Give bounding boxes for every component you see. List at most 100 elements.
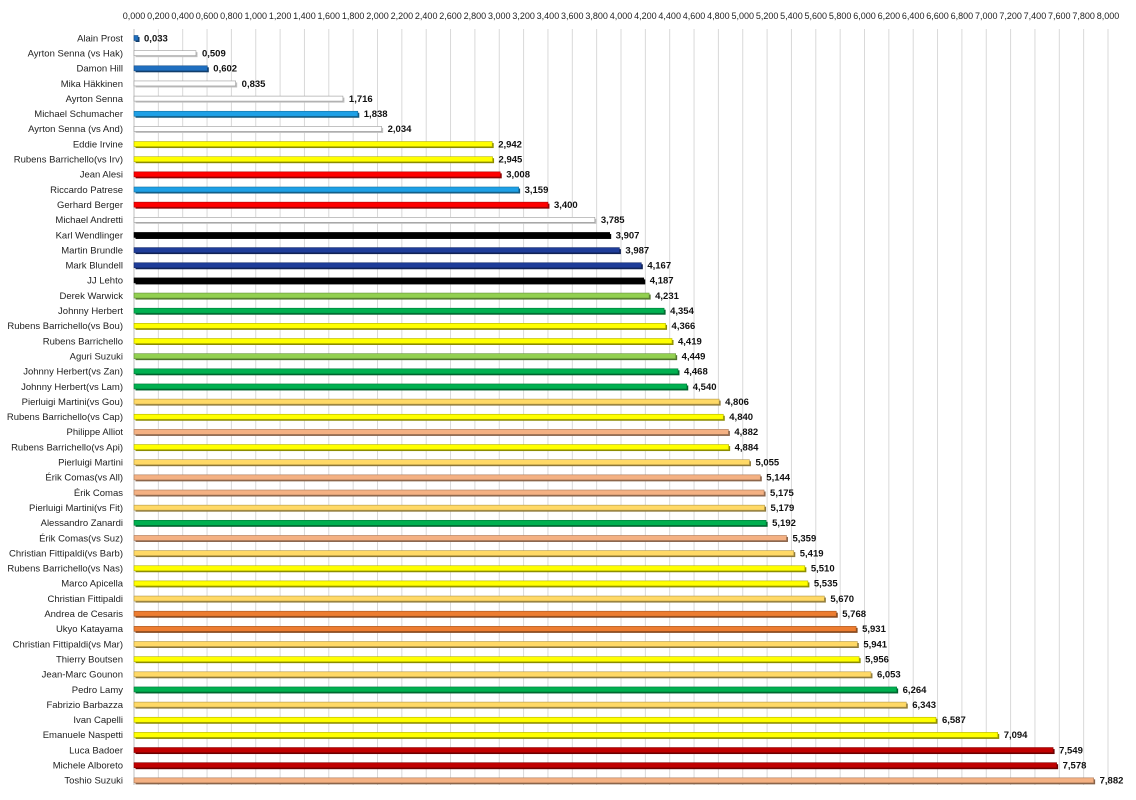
value-label: 6,053 xyxy=(877,670,901,681)
value-label: 5,055 xyxy=(755,458,779,469)
bar xyxy=(133,217,597,224)
bar xyxy=(133,686,899,694)
bar-face xyxy=(133,656,860,662)
x-tick-label: 1,400 xyxy=(293,11,316,21)
category-label: Ayrton Senna (vs Hak) xyxy=(28,48,123,59)
x-tick-label: 6,800 xyxy=(951,11,974,21)
bar xyxy=(133,368,680,376)
category-label: Érik Comas(vs Suz) xyxy=(39,533,123,544)
value-label: 5,535 xyxy=(814,579,838,590)
bar-face xyxy=(133,671,872,678)
bars xyxy=(133,35,1096,785)
category-label: Fabrizio Barbazza xyxy=(46,700,123,711)
x-tick-label: 6,000 xyxy=(853,11,876,21)
bar-face xyxy=(133,80,236,87)
category-label: Emanuele Naspetti xyxy=(43,730,123,741)
x-tick-label: 5,800 xyxy=(829,11,852,21)
value-label: 5,931 xyxy=(862,624,886,635)
bar-face xyxy=(133,641,858,647)
value-label: 2,945 xyxy=(499,155,523,166)
bar xyxy=(133,701,908,709)
value-label: 5,419 xyxy=(800,548,824,559)
bar-face xyxy=(133,550,795,556)
value-label: 7,578 xyxy=(1063,761,1087,772)
category-label: Michael Schumacher xyxy=(34,109,123,120)
value-label: 5,192 xyxy=(772,518,796,529)
bar-face xyxy=(133,186,519,193)
bar xyxy=(133,550,796,558)
bar xyxy=(133,353,678,361)
value-label: 5,956 xyxy=(865,654,889,665)
bar-face xyxy=(133,338,673,344)
category-label: Toshio Suzuki xyxy=(64,776,123,787)
bar-face xyxy=(133,504,765,511)
x-tick-label: 3,200 xyxy=(512,11,535,21)
x-tick-label: 5,000 xyxy=(731,11,754,21)
bar xyxy=(133,80,238,88)
value-label: 3,785 xyxy=(601,215,625,226)
x-tick-label: 2,200 xyxy=(391,11,414,21)
bar xyxy=(133,232,612,239)
category-label: Luca Badoer xyxy=(69,745,123,756)
value-label: 0,509 xyxy=(202,48,226,59)
bar xyxy=(133,489,766,497)
bar-face xyxy=(133,626,857,632)
bar xyxy=(133,323,668,330)
x-tick-label: 6,400 xyxy=(902,11,925,21)
x-tick-label: 0,000 xyxy=(123,11,146,21)
value-label: 2,034 xyxy=(388,124,412,135)
bar-face xyxy=(133,171,501,178)
category-label: Rubens Barrichello(vs Api) xyxy=(11,442,123,453)
bar-face xyxy=(133,398,720,405)
bar xyxy=(133,156,495,164)
value-label: 4,806 xyxy=(725,397,749,408)
x-tick-label: 1,000 xyxy=(244,11,267,21)
bar-face xyxy=(133,262,642,269)
bar-face xyxy=(133,141,493,147)
category-label: Christian Fittipaldi(vs Barb) xyxy=(9,548,123,559)
category-label: Thierry Boutsen xyxy=(56,654,123,665)
value-label: 5,670 xyxy=(830,594,854,605)
bar-face xyxy=(133,35,139,41)
category-label: Johnny Herbert(vs Lam) xyxy=(21,382,123,393)
bar xyxy=(133,504,767,512)
bar-face xyxy=(133,444,729,450)
bar-face xyxy=(133,429,729,435)
bar-face xyxy=(133,368,679,375)
value-label: 4,187 xyxy=(650,276,674,287)
x-tick-label: 0,400 xyxy=(171,11,194,21)
value-label: 4,840 xyxy=(729,412,753,423)
x-tick-label: 7,400 xyxy=(1024,11,1047,21)
bar xyxy=(133,580,810,588)
value-label: 6,343 xyxy=(912,700,936,711)
x-tick-label: 3,800 xyxy=(585,11,608,21)
category-label: Mark Blundell xyxy=(65,261,123,272)
category-label: Érik Comas(vs All) xyxy=(45,473,123,484)
bar xyxy=(133,398,721,406)
bar-face xyxy=(133,383,688,390)
x-tick-label: 3,600 xyxy=(561,11,584,21)
bar xyxy=(133,444,731,452)
bar xyxy=(133,247,621,255)
bar-face xyxy=(133,413,724,420)
category-label: Pierluigi Martini(vs Fit) xyxy=(29,503,123,514)
bar xyxy=(133,716,938,724)
bar xyxy=(133,626,858,633)
bar xyxy=(133,519,768,527)
value-label: 6,264 xyxy=(903,685,927,696)
bar xyxy=(133,292,651,300)
category-label: Rubens Barrichello xyxy=(43,336,123,347)
x-tick-label: 7,600 xyxy=(1048,11,1071,21)
value-label: 7,094 xyxy=(1004,730,1028,741)
x-tick-label: 6,600 xyxy=(926,11,949,21)
bar xyxy=(133,35,140,42)
bar-face xyxy=(133,156,493,162)
bar xyxy=(133,201,550,209)
x-tick-label: 8,000 xyxy=(1097,11,1120,21)
category-label: Jean Alesi xyxy=(80,170,123,181)
category-label: Alessandro Zanardi xyxy=(41,518,123,529)
value-label: 6,587 xyxy=(942,715,966,726)
value-label: 4,231 xyxy=(655,291,679,302)
category-label: Rubens Barrichello(vs Nas) xyxy=(7,564,123,575)
